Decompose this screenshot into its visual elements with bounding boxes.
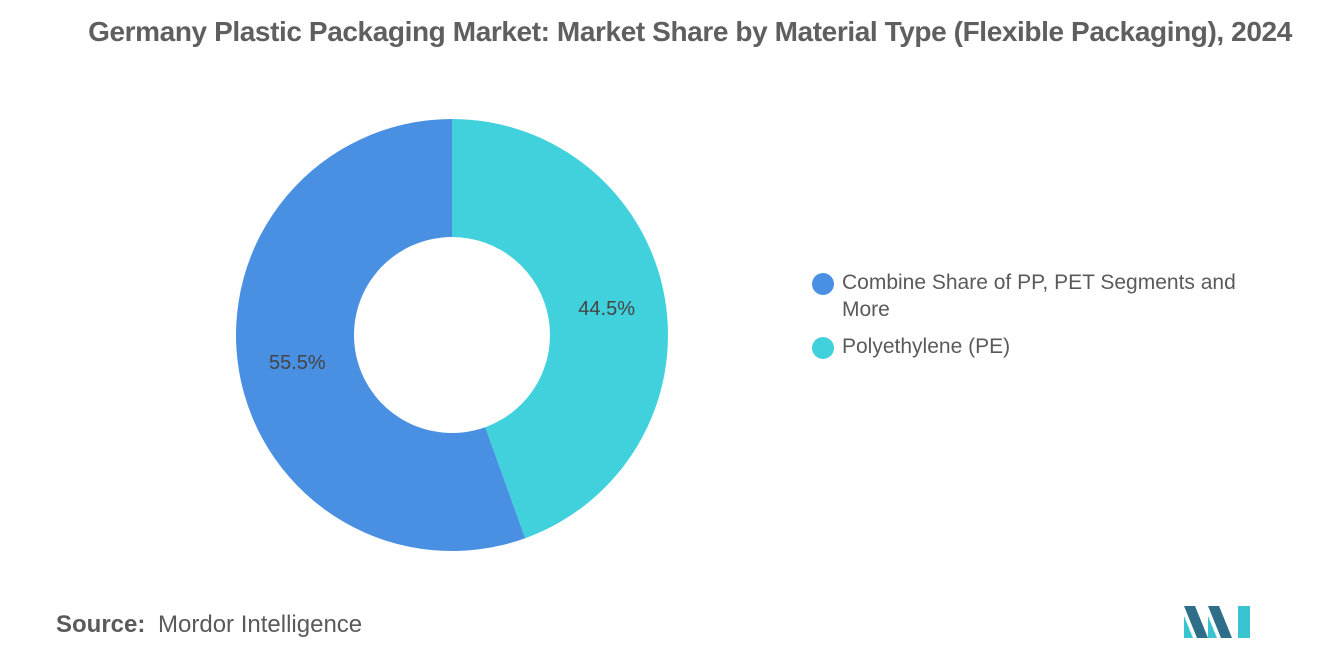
source-note: Source: Mordor Intelligence: [56, 611, 362, 639]
legend-swatch-pp-pet: [812, 273, 834, 295]
legend-label-pp-pet: Combine Share of PP, PET Segments and Mo…: [842, 271, 1236, 321]
mordor-intelligence-logo-icon: [1184, 606, 1250, 638]
legend-item-pp-pet[interactable]: Combine Share of PP, PET Segments and Mo…: [812, 269, 1282, 323]
data-label-pp-pet: 55.5%: [269, 352, 326, 374]
data-label-polyethylene: 44.5%: [578, 298, 635, 320]
source-label: Source:: [56, 611, 146, 638]
legend-swatch-polyethylene: [812, 337, 834, 359]
donut-labels: 44.5% 55.5%: [269, 298, 635, 374]
chart-legend: Combine Share of PP, PET Segments and Mo…: [812, 269, 1282, 370]
donut-slice-polyethylene[interactable]: [452, 119, 668, 539]
donut-slices: [235, 119, 668, 551]
legend-label-polyethylene: Polyethylene (PE): [842, 335, 1011, 358]
legend-item-polyethylene[interactable]: Polyethylene (PE): [812, 333, 1282, 360]
source-text: Mordor Intelligence: [158, 611, 363, 638]
donut-slice-pp-pet[interactable]: [235, 119, 526, 551]
chart-title: Germany Plastic Packaging Market: Market…: [88, 16, 1292, 47]
